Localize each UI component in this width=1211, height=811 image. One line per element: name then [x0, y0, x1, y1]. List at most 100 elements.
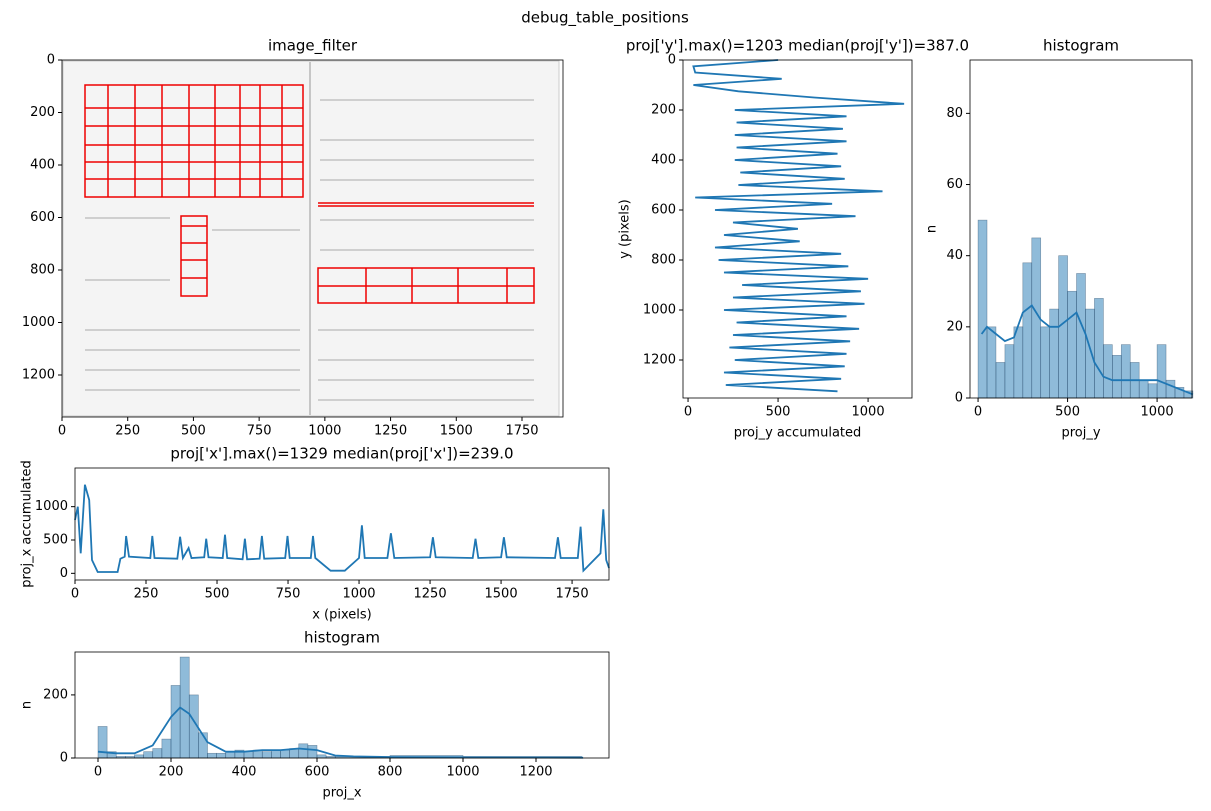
y-tick-label: 1000	[643, 303, 676, 318]
hist-bar	[1067, 290, 1077, 399]
y-tick-label: 40	[946, 248, 963, 263]
x-tick-label: 600	[305, 765, 330, 780]
x-tick-label: 400	[232, 765, 257, 780]
x-tick-label: 0	[974, 405, 982, 420]
y-tick-label: 80	[946, 106, 963, 121]
x-tick-label: 0	[58, 424, 66, 439]
y-axis-label: proj_x accumulated	[20, 460, 35, 588]
x-tick-label: 0	[684, 405, 692, 420]
y-tick-label: 0	[60, 751, 68, 766]
hist-bar	[1049, 308, 1059, 399]
hist-bar	[271, 749, 281, 759]
x-tick-label: 800	[378, 765, 403, 780]
axes-frame	[74, 651, 610, 759]
hist-bar	[261, 751, 272, 759]
y-tick-label: 0	[47, 53, 55, 68]
x-tick-label: 1250	[374, 424, 407, 439]
kde-line	[980, 304, 1194, 396]
detected-cells	[84, 84, 535, 304]
hist-bar	[1040, 326, 1050, 399]
hist-bar	[134, 754, 144, 759]
x-tick-label: 500	[181, 424, 206, 439]
y-tick-label: 0	[668, 53, 676, 68]
y-tick-label: 500	[43, 533, 68, 548]
hist-bar	[207, 752, 217, 759]
data-line	[74, 484, 610, 573]
hist-bar	[1112, 355, 1122, 399]
hist-bar	[1103, 344, 1113, 399]
hist-bar	[1013, 326, 1024, 399]
hist-bar	[225, 751, 236, 759]
x-tick-label: 1750	[505, 424, 538, 439]
x-tick-label: 500	[1055, 405, 1080, 420]
x-tick-label: 1200	[519, 765, 552, 780]
axes-title: proj['y'].max()=1203 median(proj['y'])=3…	[626, 37, 969, 55]
y-axis-label: n	[20, 701, 35, 709]
x-tick-label: 1000	[308, 424, 341, 439]
y-tick-label: 200	[30, 105, 55, 120]
hist-bar	[280, 749, 290, 759]
hist-bar	[143, 751, 154, 759]
x-tick-label: 750	[247, 424, 272, 439]
y-tick-label: 600	[651, 203, 676, 218]
y-tick-label: 0	[955, 391, 963, 406]
y-tick-label: 800	[30, 263, 55, 278]
hist-bar	[1094, 298, 1104, 399]
hist-bar	[1156, 344, 1167, 399]
y-tick-label: 400	[651, 153, 676, 168]
axes-title: histogram	[304, 629, 380, 647]
x-tick-label: 1750	[556, 587, 589, 602]
hist-bar	[986, 326, 997, 399]
x-tick-label: 1000	[446, 765, 479, 780]
hist-bar	[243, 751, 254, 759]
axes-frame	[74, 467, 610, 581]
y-tick-label: 200	[651, 103, 676, 118]
y-tick-label: 20	[946, 319, 963, 334]
axes-frame	[61, 59, 564, 418]
scan	[62, 60, 560, 417]
y-tick-label: 60	[946, 177, 963, 192]
hist-bar	[1076, 273, 1086, 399]
hist-bar	[977, 219, 988, 399]
x-tick-label: 500	[205, 587, 230, 602]
x-axis-label: x (pixels)	[312, 608, 372, 623]
hist-bar	[1138, 379, 1149, 399]
x-tick-label: 750	[276, 587, 301, 602]
hist-bar	[161, 738, 172, 759]
hist-bar	[316, 754, 327, 759]
y-tick-label: 400	[30, 158, 55, 173]
x-tick-label: 1000	[1141, 405, 1174, 420]
hist-bar	[216, 752, 227, 759]
hist-bar	[170, 685, 181, 759]
axes-title: proj['x'].max()=1329 median(proj['x'])=2…	[170, 445, 513, 463]
hist-bar	[152, 748, 163, 759]
hist-bar	[1165, 379, 1176, 399]
x-tick-label: 1500	[485, 587, 518, 602]
axes-frame	[969, 59, 1193, 399]
figure-title: debug_table_positions	[521, 9, 689, 28]
y-axis-label: n	[925, 225, 940, 233]
x-tick-label: 250	[115, 424, 140, 439]
hist-bar	[1147, 383, 1158, 399]
x-axis-label: proj_x	[322, 786, 361, 801]
axes-title: image_filter	[268, 37, 358, 56]
x-axis-label: proj_y accumulated	[734, 426, 862, 441]
x-tick-label: 250	[134, 587, 159, 602]
data-line	[692, 59, 905, 393]
hist-bar	[995, 362, 1006, 399]
x-tick-label: 500	[766, 405, 791, 420]
y-tick-label: 600	[30, 210, 55, 225]
hist-bar	[1022, 262, 1033, 399]
y-tick-label: 1200	[643, 353, 676, 368]
hist-bar	[1004, 344, 1015, 399]
y-tick-label: 0	[60, 566, 68, 581]
y-tick-label: 800	[651, 253, 676, 268]
x-tick-label: 1000	[342, 587, 375, 602]
kde-line	[97, 706, 584, 759]
y-tick-label: 1200	[22, 368, 55, 383]
y-axis-label: y (pixels)	[618, 199, 633, 259]
x-tick-label: 1250	[414, 587, 447, 602]
hist-bar	[1120, 344, 1131, 399]
hist-bar	[298, 743, 309, 759]
